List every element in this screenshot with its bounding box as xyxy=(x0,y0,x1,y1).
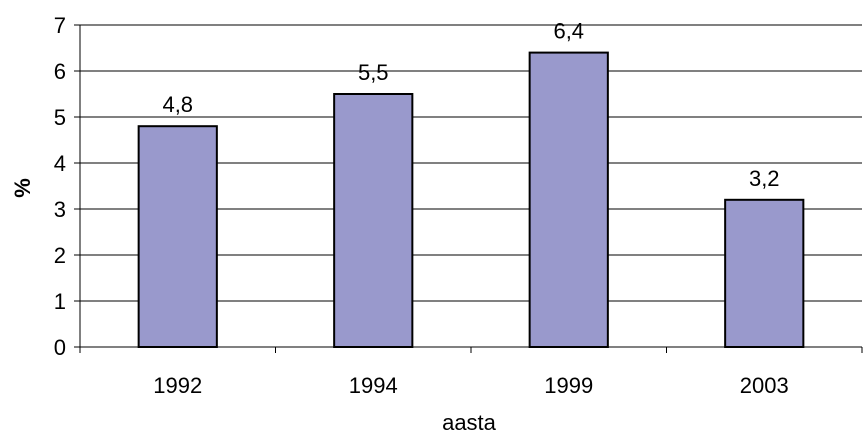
y-tick-label: 0 xyxy=(54,335,66,360)
bar-1999 xyxy=(528,51,609,348)
data-label-1992: 4,8 xyxy=(162,92,193,117)
x-tick-label: 2003 xyxy=(740,373,789,398)
data-label-1994: 5,5 xyxy=(358,60,389,85)
x-tick-label: 1992 xyxy=(153,373,202,398)
y-tick-label: 7 xyxy=(54,13,66,38)
bar-1992 xyxy=(137,125,218,348)
x-tick-labels: 1992 1994 1999 2003 xyxy=(153,373,788,398)
bar-1994 xyxy=(333,93,414,348)
y-tick-label: 6 xyxy=(54,59,66,84)
bar-2003 xyxy=(724,198,805,348)
y-tick-label: 3 xyxy=(54,197,66,222)
data-label-2003: 3,2 xyxy=(749,166,780,191)
bars xyxy=(137,51,805,348)
y-tick-label: 4 xyxy=(54,151,66,176)
data-labels: 4,8 5,5 6,4 3,2 xyxy=(162,19,779,191)
x-axis-label: aasta xyxy=(442,410,497,434)
data-label-1999: 6,4 xyxy=(553,19,584,44)
y-tick-label: 5 xyxy=(54,105,66,130)
x-tick-label: 1999 xyxy=(544,373,593,398)
y-tick-label: 1 xyxy=(54,289,66,314)
y-axis-label: % xyxy=(10,178,35,198)
x-tick-label: 1994 xyxy=(349,373,398,398)
y-tick-label: 2 xyxy=(54,243,66,268)
y-tick-labels: 0 1 2 3 4 5 6 7 xyxy=(54,13,66,360)
axes xyxy=(74,24,863,353)
